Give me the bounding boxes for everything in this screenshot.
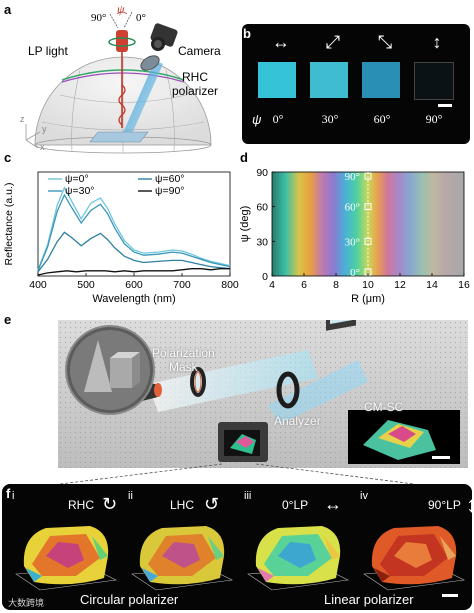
color-swatch <box>362 62 400 98</box>
chart-c-svg: 400 500 600 700 800 Wavelength (nm) Reflectanc… <box>3 171 239 305</box>
panel-a-illustration <box>25 11 212 154</box>
color-swatch <box>414 62 454 100</box>
polarization-mask-ring <box>190 367 206 397</box>
series-line <box>37 186 231 271</box>
x-tick-label: 400 <box>29 279 47 291</box>
cm-sc-render <box>247 526 350 591</box>
watermark: 大数跨境 <box>8 598 45 608</box>
panel-f-roman: i <box>12 490 15 502</box>
series-line <box>37 193 231 272</box>
legend-label: ψ=0° <box>65 173 89 185</box>
legend-label: ψ=60° <box>155 173 185 185</box>
angle-label: 90° <box>425 112 443 126</box>
panel-e-illustration <box>58 320 468 468</box>
x-tick-label: 6 <box>301 279 307 291</box>
x-tick-label: 800 <box>221 279 239 291</box>
panel-a-letter: a <box>4 2 12 17</box>
y-tick-label: 60 <box>256 202 268 214</box>
angle-label: 30° <box>321 112 339 126</box>
series-line <box>37 231 231 273</box>
cm-sc-render <box>363 526 466 591</box>
x-tick-label: 12 <box>394 279 406 291</box>
rhc-polarizer-disk <box>140 55 160 71</box>
panel-f-letter: f <box>6 486 11 501</box>
x-tick-label: 600 <box>125 279 143 291</box>
scale-bar-f <box>442 594 458 597</box>
marker-label: 90° <box>345 171 360 183</box>
panel-b-psi: ψ <box>252 112 262 127</box>
marker-label: 0° <box>350 267 360 279</box>
angle-0-label: 0° <box>136 12 146 24</box>
axis-y-label: y <box>42 124 47 134</box>
rhc-polarizer-label: RHC polarizer <box>172 70 219 98</box>
panel-f-roman: ii <box>128 490 133 502</box>
analyzer-ring <box>276 371 300 409</box>
zoom-lines <box>59 463 415 485</box>
polarization-arrow-icon: ↔ <box>272 32 290 52</box>
lp-light-source <box>116 30 128 52</box>
panel-c-letter: c <box>4 150 12 165</box>
panel-e-letter: e <box>4 312 12 327</box>
x-tick-label: 16 <box>458 279 470 291</box>
polarization-mask-label: Polarization Mask <box>152 346 215 374</box>
angle-label: 60° <box>373 112 391 126</box>
polarizer-state-label: LHC <box>170 498 195 512</box>
polarizer-state-label: 0°LP <box>282 498 309 512</box>
marker-label: 60° <box>345 202 360 214</box>
legend-label: ψ=90° <box>155 185 185 197</box>
cm-sc-label: CM-SC <box>364 400 404 414</box>
camera-icon <box>150 23 178 51</box>
camera-label: Camera <box>178 44 221 58</box>
panel-d-letter: d <box>240 150 248 165</box>
color-swatch <box>258 62 296 98</box>
y-tick-label: 90 <box>256 167 268 179</box>
polarizer-state-label: RHC <box>68 498 94 512</box>
psi-angle-label: ψ <box>117 2 125 16</box>
x-tick-label: 8 <box>333 279 339 291</box>
lp-light-label: LP light <box>28 44 68 58</box>
x-axis-label: R (μm) <box>351 293 385 305</box>
polarization-arrow-icon: ⤡ <box>377 32 393 52</box>
axis-z-label: z <box>20 114 25 124</box>
cm-sc-render <box>131 526 234 591</box>
legend-label: ψ=30° <box>65 185 95 197</box>
circular-polarizer-label: Circular polarizer <box>80 592 179 607</box>
angle-label: 0° <box>272 112 284 126</box>
cm-sc-render <box>15 526 118 591</box>
marker-square <box>364 203 372 211</box>
panel-b-letter: b <box>243 26 251 41</box>
color-swatch <box>310 62 348 98</box>
vertical-arrow-icon: ↕ <box>466 492 474 517</box>
marker-label: 30° <box>345 236 360 248</box>
polarizer-state-label: 90°LP <box>428 498 461 512</box>
rhc-rotate-icon: ↻ <box>102 494 118 514</box>
axis-x-label: x <box>40 142 45 152</box>
polarization-arrow-icon: ↕ <box>432 32 442 52</box>
series-line <box>37 268 230 276</box>
panel-b-content: ψ ↔ 0° ⤢ 30° ⤡ 60° ↕ 90° <box>242 24 470 144</box>
y-axis-label: ψ (deg) <box>239 206 251 243</box>
marker-square <box>364 237 372 245</box>
polarization-arrow-icon: ⤢ <box>325 32 341 52</box>
panel-f-roman: iii <box>244 490 252 502</box>
x-tick-label: 4 <box>269 279 275 291</box>
angle-90-label: 90° <box>91 12 107 24</box>
scale-bar-b <box>438 104 452 107</box>
y-axis-label: Reflectance (a.u.) <box>3 183 15 266</box>
y-tick-label: 30 <box>256 236 268 248</box>
chart-d-svg: 90° 60° 30° 0° 4 6 8 10 12 14 16 0 30 60 90 R (μm) ψ (de… <box>239 167 470 305</box>
x-tick-label: 700 <box>173 279 191 291</box>
x-tick-label: 500 <box>77 279 95 291</box>
panel-f-roman: iv <box>360 490 368 502</box>
x-tick-label: 10 <box>362 279 374 291</box>
lhc-rotate-icon: ↺ <box>204 494 220 514</box>
panel-f-content: Circular polarizer Linear polarizer 大数跨境… <box>2 484 474 610</box>
y-tick-label: 0 <box>262 271 268 283</box>
x-tick-label: 14 <box>426 279 438 291</box>
x-axis-label: Wavelength (nm) <box>92 293 175 305</box>
linear-polarizer-label: Linear polarizer <box>324 592 414 607</box>
analyzer-label: Analyzer <box>274 414 321 428</box>
horizontal-arrow-icon: ↔ <box>324 494 342 514</box>
marker-square <box>364 172 372 180</box>
